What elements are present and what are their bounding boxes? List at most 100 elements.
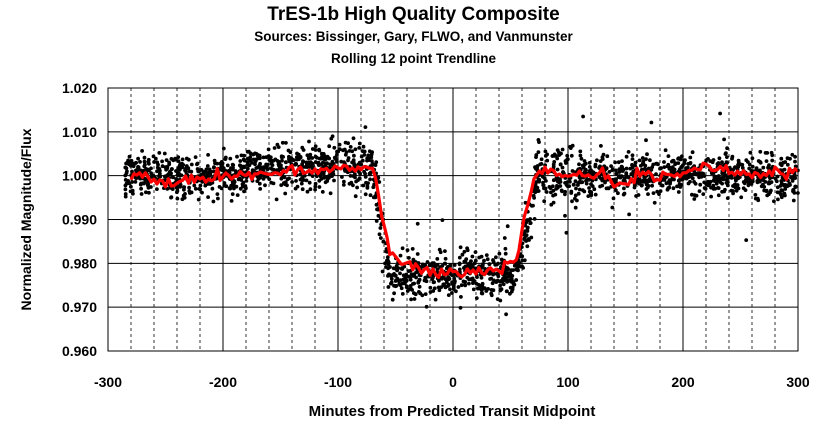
data-point (626, 150, 631, 154)
data-point (231, 163, 236, 168)
data-point (659, 166, 663, 171)
data-point (582, 189, 587, 194)
data-point (473, 258, 478, 263)
data-point (782, 191, 787, 196)
data-point (575, 198, 579, 203)
data-point (762, 185, 767, 189)
data-point (165, 173, 170, 178)
data-point (442, 261, 447, 266)
data-point (410, 247, 415, 251)
data-point (677, 167, 682, 172)
x-tick-label: -300 (94, 374, 122, 390)
data-point (643, 163, 648, 168)
data-point (564, 161, 568, 165)
data-point (261, 155, 266, 160)
data-point (660, 183, 665, 188)
data-point (337, 142, 342, 147)
data-point (127, 181, 132, 186)
data-point (353, 194, 358, 199)
data-point (589, 168, 593, 173)
data-point (459, 295, 463, 299)
data-point (702, 186, 707, 190)
data-point (409, 272, 414, 277)
data-point (544, 190, 549, 194)
data-point (539, 157, 544, 162)
data-point (143, 162, 147, 167)
data-point (229, 199, 234, 203)
data-point (423, 292, 428, 296)
data-point (126, 158, 130, 163)
data-point (280, 140, 285, 145)
data-point (698, 182, 703, 187)
data-point (688, 179, 692, 184)
data-point (565, 153, 570, 158)
data-point (235, 154, 239, 159)
data-point (690, 192, 694, 197)
data-point (431, 289, 436, 293)
data-point (262, 174, 267, 179)
data-point (405, 248, 410, 253)
data-point (258, 187, 263, 191)
data-point (361, 183, 366, 188)
data-point (543, 149, 548, 154)
data-point (385, 258, 389, 263)
data-point (754, 166, 759, 171)
y-axis-ticks: 0.960 0.970 0.980 0.990 1.000 1.010 1.020 (62, 80, 97, 359)
data-point (541, 183, 546, 188)
data-point (313, 148, 318, 152)
chart-subtitle-2: Rolling 12 point Trendline (330, 51, 496, 66)
data-point (228, 156, 233, 161)
data-point (157, 167, 162, 171)
data-point (609, 164, 613, 169)
data-point (783, 187, 788, 191)
data-point (712, 179, 717, 183)
data-point (683, 158, 687, 163)
data-point (763, 151, 768, 155)
data-point (630, 153, 635, 158)
data-point (179, 173, 184, 178)
data-point (663, 148, 668, 153)
data-point (222, 181, 227, 185)
data-point (630, 163, 634, 167)
data-point (502, 236, 507, 240)
data-point (525, 226, 530, 231)
data-point (337, 147, 342, 152)
data-point (747, 162, 752, 167)
data-point (428, 285, 433, 290)
data-point (552, 160, 557, 164)
data-point (536, 138, 541, 142)
data-point (170, 187, 175, 192)
data-point (138, 160, 142, 164)
data-point (680, 154, 684, 159)
data-point (507, 274, 512, 279)
data-point (282, 175, 287, 180)
data-point (777, 190, 782, 195)
data-point (269, 180, 274, 185)
data-point (764, 159, 769, 164)
data-point (418, 291, 423, 296)
data-point (716, 161, 721, 165)
data-point (219, 186, 224, 191)
data-point (283, 191, 288, 196)
data-point (617, 170, 622, 174)
data-point (491, 258, 495, 262)
data-point (350, 160, 354, 165)
data-point (440, 218, 445, 223)
data-point (452, 263, 457, 267)
data-point (346, 158, 350, 163)
data-point (301, 148, 306, 152)
data-point (175, 186, 180, 191)
data-point (613, 168, 618, 173)
data-point (374, 160, 379, 165)
data-point (195, 161, 200, 166)
data-point (444, 266, 449, 271)
data-point (440, 264, 445, 268)
data-point (776, 197, 780, 202)
data-point (666, 154, 671, 159)
data-point (601, 152, 606, 157)
data-point (740, 166, 745, 170)
data-point (743, 188, 748, 193)
data-point (758, 149, 763, 154)
data-point (142, 159, 147, 164)
data-point (471, 279, 476, 284)
